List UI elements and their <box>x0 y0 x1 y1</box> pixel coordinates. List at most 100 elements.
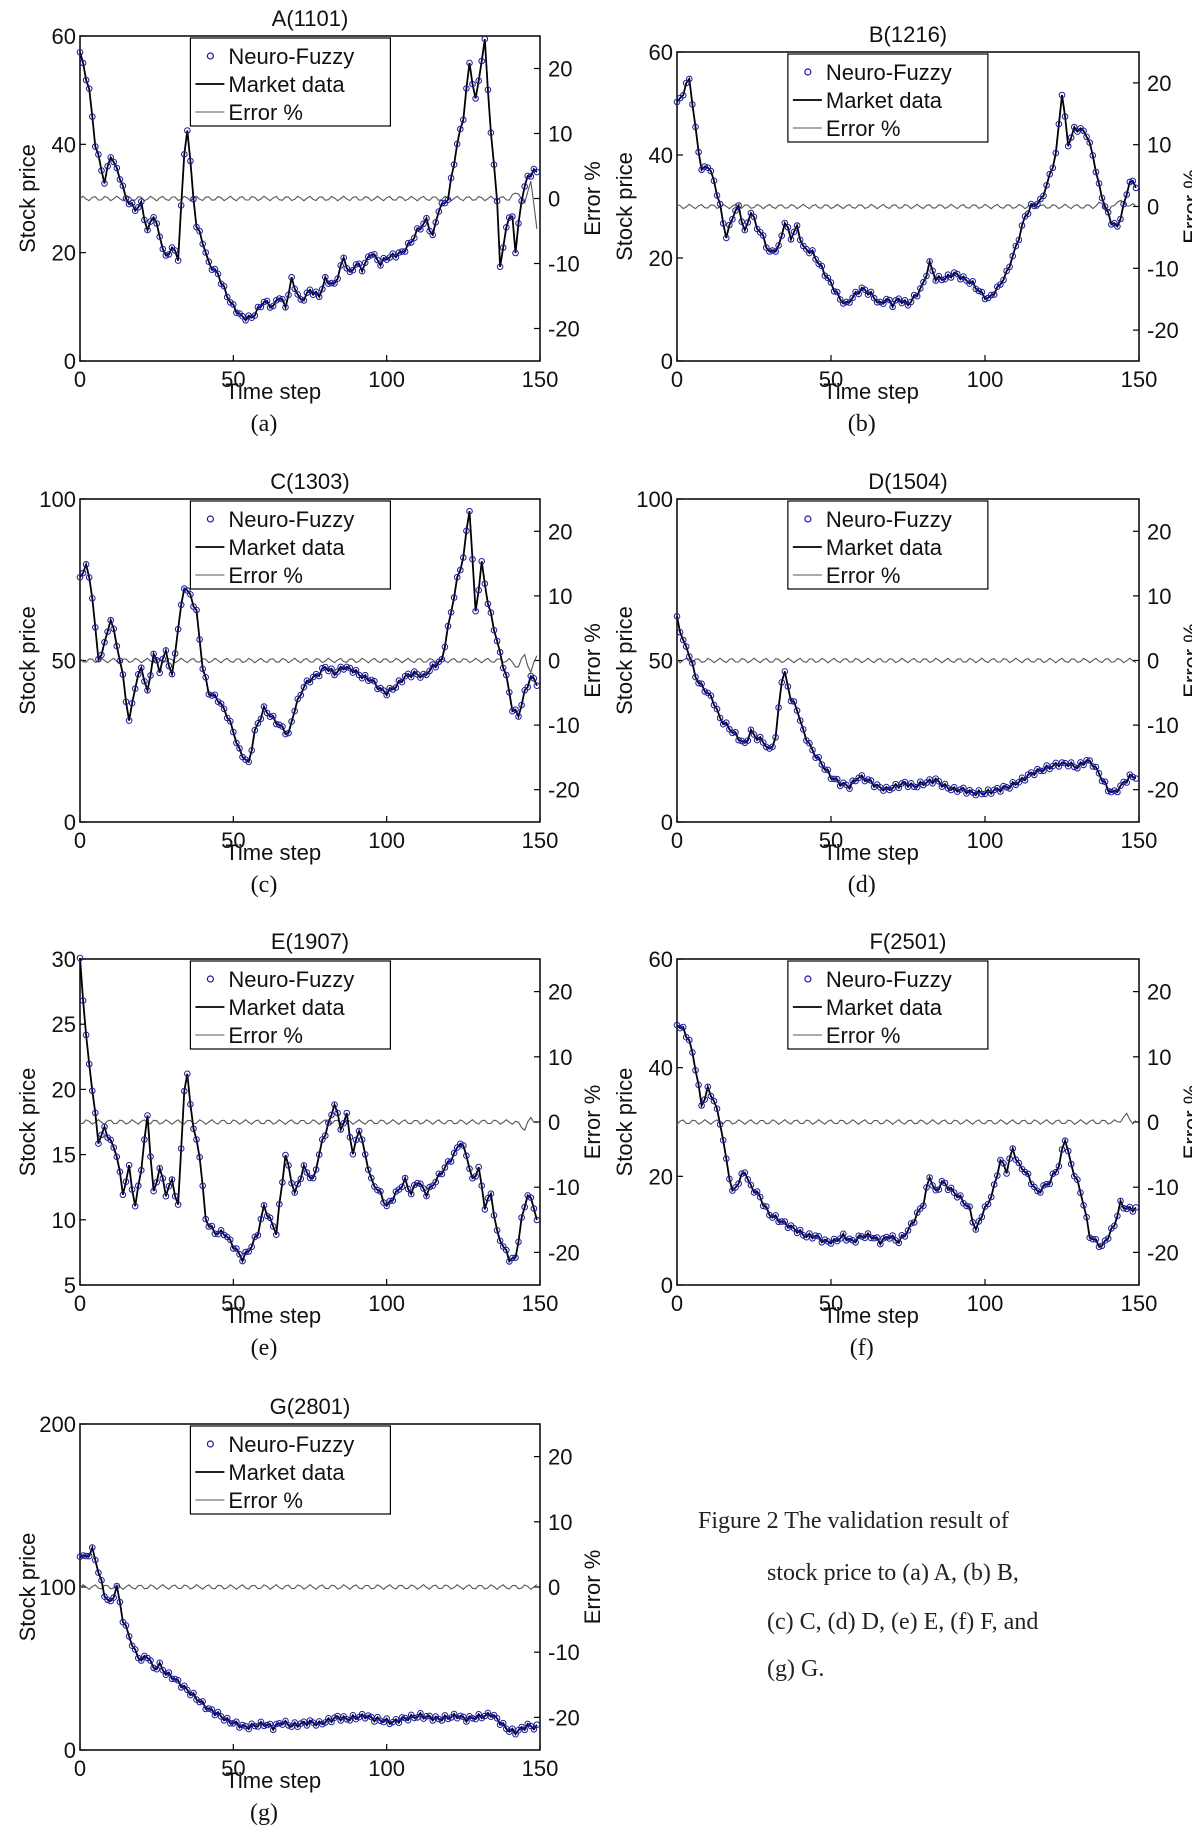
chart-panel-e: 5 10 15 20 25 30 -20 -10 0 10 20 0 50 100 150 Time step… <box>15 929 605 1361</box>
legend-box <box>189 960 391 1050</box>
neuro-fuzzy-point <box>1064 1147 1072 1155</box>
legend-box <box>787 960 989 1050</box>
neuro-fuzzy-point <box>846 1235 853 1243</box>
neuro-fuzzy-point <box>836 1235 844 1242</box>
neuro-fuzzy-point <box>414 225 421 232</box>
neuro-fuzzy-point <box>214 1708 222 1716</box>
neuro-fuzzy-point <box>1129 177 1137 185</box>
y2-axis-label: Error % <box>1179 623 1192 698</box>
neuro-fuzzy-point <box>769 743 776 751</box>
neuro-fuzzy-point <box>79 59 87 67</box>
neuro-fuzzy-point <box>411 234 418 242</box>
neuro-fuzzy-point <box>732 207 739 214</box>
neuro-fuzzy-point <box>407 673 415 681</box>
y2-tick-label: 0 <box>1147 1110 1159 1135</box>
neuro-fuzzy-point <box>812 1232 819 1239</box>
neuro-fuzzy-point <box>107 1136 114 1144</box>
neuro-fuzzy-point <box>1111 1222 1118 1230</box>
neuro-fuzzy-point <box>76 954 84 962</box>
neuro-fuzzy-point <box>346 1133 354 1141</box>
neuro-fuzzy-point <box>101 1123 108 1130</box>
neuro-fuzzy-point <box>147 1657 154 1664</box>
neuro-fuzzy-point <box>358 267 366 275</box>
neuro-fuzzy-point <box>196 1698 203 1706</box>
neuro-fuzzy-point <box>306 1174 314 1182</box>
neuro-fuzzy-point <box>199 1698 206 1705</box>
neuro-fuzzy-point <box>365 677 372 685</box>
neuro-fuzzy-point <box>116 176 124 183</box>
legend-marker-neuro-fuzzy <box>804 515 812 523</box>
neuro-fuzzy-point <box>732 729 739 736</box>
panel-label: (e) <box>251 1335 278 1361</box>
neuro-fuzzy-point <box>750 1189 758 1196</box>
neuro-fuzzy-point <box>190 1125 197 1132</box>
neuro-fuzzy-point <box>89 113 96 120</box>
neuro-fuzzy-point <box>503 224 510 231</box>
neuro-fuzzy-point <box>481 1206 489 1213</box>
legend: Neuro-Fuzzy Market data Error % <box>787 500 989 590</box>
neuro-fuzzy-point <box>515 713 522 720</box>
neuro-fuzzy-point <box>729 729 736 737</box>
neuro-fuzzy-point <box>159 1666 167 1674</box>
neuro-fuzzy-point <box>254 720 262 727</box>
neuro-fuzzy-point <box>331 1714 338 1721</box>
neuro-fuzzy-point <box>174 1677 182 1684</box>
neuro-fuzzy-point <box>460 1713 467 1721</box>
legend-label: Error % <box>228 100 303 125</box>
neuro-fuzzy-point <box>340 1119 348 1127</box>
y-tick-label: 0 <box>64 349 76 374</box>
x-tick-label: 150 <box>522 828 559 853</box>
neuro-fuzzy-point <box>110 625 117 633</box>
neuro-fuzzy-point <box>107 616 114 624</box>
neuro-fuzzy-point <box>131 685 139 693</box>
neuro-fuzzy-point <box>116 1598 124 1606</box>
neuro-fuzzy-point <box>1129 773 1137 781</box>
legend-box <box>189 1425 391 1515</box>
y-tick-label: 0 <box>661 1273 673 1298</box>
y2-axis-label: Error % <box>580 1085 605 1160</box>
neuro-fuzzy-point <box>395 677 403 684</box>
neuro-fuzzy-point <box>469 555 476 563</box>
neuro-fuzzy-point <box>368 676 375 684</box>
neuro-fuzzy-point <box>883 295 890 303</box>
neuro-fuzzy-point <box>306 678 314 686</box>
neuro-fuzzy-point <box>1000 276 1007 284</box>
neuro-fuzzy-point <box>168 670 176 678</box>
neuro-fuzzy-point <box>698 1102 705 1109</box>
neuro-fuzzy-point <box>205 1705 213 1712</box>
neuro-fuzzy-point <box>177 1684 185 1691</box>
neuro-fuzzy-point <box>707 1092 715 1100</box>
neuro-fuzzy-point <box>407 1190 415 1198</box>
x-tick-label: 100 <box>967 1291 1004 1316</box>
neuro-fuzzy-point <box>1034 200 1041 208</box>
neuro-fuzzy-point <box>276 1200 283 1208</box>
neuro-fuzzy-point <box>95 151 102 158</box>
neuro-fuzzy-point <box>503 1246 510 1254</box>
neuro-fuzzy-point <box>334 275 341 283</box>
neuro-fuzzy-point <box>867 1234 875 1242</box>
neuro-fuzzy-point <box>1015 236 1023 244</box>
series-error-line <box>676 199 1137 213</box>
neuro-fuzzy-point <box>753 1188 761 1195</box>
neuro-fuzzy-point <box>466 1165 473 1172</box>
neuro-fuzzy-point <box>830 288 838 295</box>
neuro-fuzzy-point <box>1129 1208 1137 1215</box>
neuro-fuzzy-point <box>76 49 84 56</box>
neuro-fuzzy-point <box>404 1185 412 1193</box>
neuro-fuzzy-point <box>128 199 136 207</box>
neuro-fuzzy-point <box>386 1720 394 1728</box>
neuro-fuzzy-point <box>1006 785 1013 792</box>
neuro-fuzzy-point <box>901 297 909 304</box>
y2-tick-label: 0 <box>1147 195 1159 220</box>
neuro-fuzzy-point <box>153 1178 160 1186</box>
neuro-fuzzy-point <box>162 1192 170 1200</box>
neuro-fuzzy-point <box>775 1218 782 1226</box>
y2-axis-label: Error % <box>580 623 605 698</box>
neuro-fuzzy-point <box>846 785 853 793</box>
neuro-fuzzy-point <box>79 997 87 1004</box>
y-tick-label: 0 <box>64 810 76 835</box>
neuro-fuzzy-point <box>184 1070 191 1078</box>
neuro-fuzzy-point <box>818 761 826 768</box>
neuro-fuzzy-point <box>432 1178 440 1186</box>
neuro-fuzzy-point <box>254 1231 262 1239</box>
